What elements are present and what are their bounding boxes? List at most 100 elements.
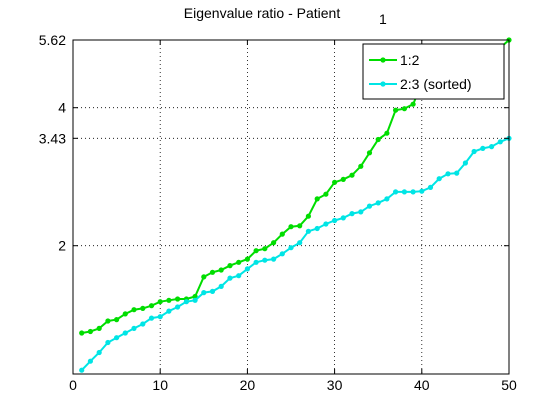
data-point — [288, 245, 294, 251]
data-point — [157, 299, 163, 305]
legend-label: 2:3 (sorted) — [400, 76, 472, 92]
data-point — [227, 263, 233, 269]
axis-ticks: 0 10 20 30 40 50 2 3.43 4 5.62 — [39, 32, 517, 393]
data-point — [175, 296, 181, 302]
data-point — [410, 101, 416, 107]
data-point — [201, 290, 207, 296]
data-point — [253, 259, 259, 265]
x-tick-label: 50 — [501, 377, 517, 393]
data-point — [305, 228, 311, 234]
data-point — [148, 315, 155, 321]
data-point — [480, 145, 486, 151]
data-point — [393, 107, 399, 113]
data-point — [436, 176, 442, 182]
chart-title-group: Eigenvalue ratio - Patient 1 — [184, 5, 387, 27]
data-point — [148, 303, 155, 309]
data-point — [401, 189, 407, 195]
data-point — [279, 231, 285, 237]
data-point — [209, 269, 216, 275]
series-2 — [79, 135, 512, 373]
data-point — [349, 211, 355, 217]
data-point — [96, 349, 102, 356]
data-point — [497, 139, 503, 145]
data-point — [79, 367, 85, 373]
x-tick-label: 30 — [327, 377, 343, 393]
data-point — [401, 106, 407, 112]
data-point — [384, 196, 390, 202]
x-tick-label: 0 — [69, 377, 77, 393]
data-point — [140, 305, 146, 311]
data-point — [236, 259, 242, 265]
data-point — [218, 283, 224, 289]
x-tick-label: 10 — [152, 377, 168, 393]
data-point — [471, 148, 477, 155]
data-point — [166, 297, 172, 303]
data-point — [227, 275, 233, 281]
data-point — [175, 304, 181, 310]
series-line — [80, 137, 510, 371]
data-point — [375, 200, 381, 206]
y-tick-label: 4 — [58, 100, 66, 116]
data-point — [489, 144, 495, 150]
data-point — [192, 293, 198, 300]
chart-title-subscript: 1 — [379, 11, 387, 27]
data-point — [262, 246, 268, 252]
data-point — [349, 172, 355, 178]
data-point — [384, 130, 390, 136]
y-tick-label: 3.43 — [39, 130, 66, 146]
data-point — [218, 267, 224, 273]
data-point — [323, 191, 329, 197]
data-point — [262, 257, 268, 263]
x-tick-label: 20 — [240, 377, 256, 393]
data-point — [192, 297, 198, 303]
data-point — [366, 203, 373, 209]
data-point — [358, 163, 364, 169]
y-tick-label: 5.62 — [39, 32, 66, 48]
data-point — [114, 317, 120, 323]
legend: 1:2 2:3 (sorted) — [362, 43, 505, 100]
data-point — [166, 308, 172, 314]
data-point — [157, 314, 163, 320]
data-point — [131, 325, 137, 331]
data-point — [279, 251, 285, 257]
data-point — [323, 221, 329, 227]
data-point — [358, 209, 364, 215]
data-point — [288, 224, 294, 230]
data-point — [314, 225, 320, 232]
data-point — [314, 196, 320, 202]
data-point — [122, 330, 128, 336]
data-point — [201, 274, 207, 280]
data-point — [96, 325, 102, 331]
legend-marker — [380, 57, 386, 63]
data-point — [427, 184, 434, 190]
y-tick-label: 2 — [58, 238, 66, 254]
data-point — [209, 288, 216, 294]
data-point — [454, 170, 460, 176]
chart-title: Eigenvalue ratio - Patient — [184, 5, 341, 21]
data-point — [244, 256, 250, 262]
plot-area-frame — [72, 39, 510, 375]
data-point — [297, 240, 303, 246]
legend-box — [362, 43, 505, 100]
data-point — [271, 256, 277, 262]
data-point — [105, 318, 111, 324]
data-point — [375, 136, 381, 143]
data-point — [340, 215, 346, 221]
data-point — [131, 307, 137, 313]
data-point — [244, 266, 250, 272]
data-point — [183, 299, 189, 305]
grid-lines — [73, 40, 509, 374]
data-point — [332, 217, 338, 224]
data-point — [366, 150, 373, 156]
data-point — [253, 248, 259, 254]
data-point — [410, 189, 416, 195]
data-point — [445, 171, 451, 177]
data-point — [462, 160, 468, 166]
data-point — [419, 188, 425, 194]
data-point — [87, 358, 93, 364]
data-point — [87, 328, 93, 335]
data-point — [236, 273, 242, 279]
data-point — [114, 335, 120, 341]
legend-label: 1:2 — [400, 52, 420, 68]
